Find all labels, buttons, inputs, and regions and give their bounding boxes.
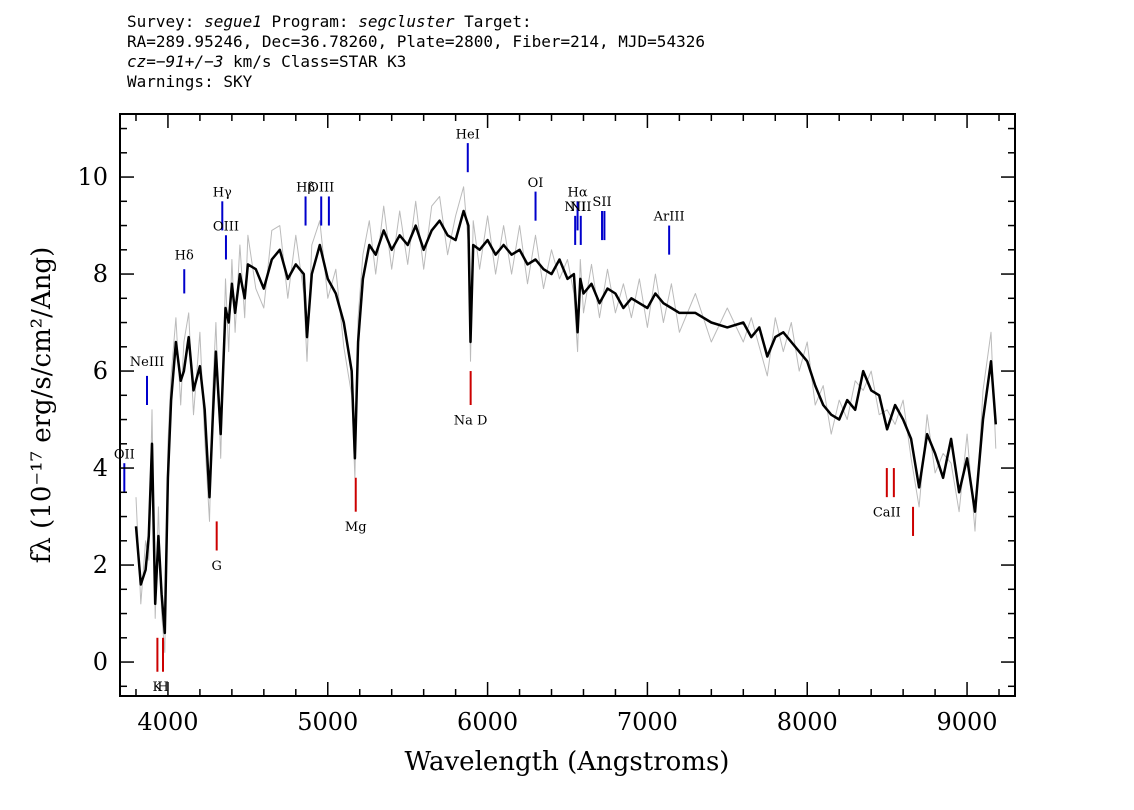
y-tick-label: 8 — [93, 260, 108, 288]
spectral-line-label: Hδ — [175, 249, 194, 264]
spectral-line-label: ArIII — [653, 210, 685, 225]
program-label: Program: — [261, 12, 359, 31]
cz-rest: km/s Class=STAR K3 — [223, 52, 407, 71]
header-line-warnings: Warnings: SKY — [127, 72, 253, 91]
x-tick-label: 6000 — [457, 708, 518, 736]
target-label: Target: — [454, 12, 532, 31]
x-tick-label: 9000 — [937, 708, 998, 736]
spectral-line-label: K — [153, 680, 163, 695]
plot-frame — [119, 113, 1016, 697]
x-axis-title: Wavelength (Angstroms) — [405, 747, 730, 777]
y-tick-label: 6 — [93, 357, 108, 385]
program-value: segcluster — [358, 12, 455, 31]
spectral-line-label: NeIII — [130, 355, 164, 370]
spectral-line-label: Hα — [568, 185, 588, 200]
spectral-line-label: G — [211, 559, 221, 574]
x-tick-label: 8000 — [777, 708, 838, 736]
cz-value: −91+/−3 — [155, 52, 224, 71]
spectral-line-label: SII — [592, 195, 611, 210]
spectral-line-label: OI — [528, 176, 544, 191]
x-tick-label: 5000 — [297, 708, 358, 736]
header-line-survey: Survey: segue1 Program: segcluster Targe… — [127, 12, 705, 32]
header-line-coordinates: RA=289.95246, Dec=36.78260, Plate=2800, … — [127, 32, 705, 51]
y-tick-label: 2 — [93, 551, 108, 579]
header-line-redshift: cz=−91+/−3 km/s Class=STAR K3 — [127, 52, 705, 72]
error-series — [135, 186, 997, 653]
spectral-line-label: OII — [114, 447, 135, 462]
x-tick-label: 7000 — [617, 708, 678, 736]
spectral-line-label: Hβ — [296, 181, 315, 196]
spectral-line-label: Na D — [454, 413, 488, 428]
flux-line — [134, 209, 998, 635]
survey-label: Survey: — [127, 12, 205, 31]
x-tick-label: 4000 — [137, 708, 198, 736]
spectral-line-label: NII — [564, 200, 586, 215]
spectral-line-label: H — [157, 680, 168, 695]
cz-label: cz= — [127, 52, 156, 71]
spectral-line-label: Mg — [345, 520, 367, 535]
survey-value: segue1 — [204, 12, 262, 31]
y-tick-label: 4 — [93, 454, 108, 482]
spectral-line-label: HeI — [456, 127, 480, 142]
spectral-line-label: OIII — [213, 219, 239, 234]
y-tick-label: 10 — [77, 163, 108, 191]
spectrum-header: Survey: segue1 Program: segcluster Targe… — [127, 12, 705, 92]
spectral-line-label: OIII — [308, 181, 334, 196]
spectral-line-label: Hγ — [213, 185, 232, 200]
y-tick-label: 0 — [93, 648, 108, 676]
axis-ticks: 4000 5000 6000 7000 8000 9000 0 2 4 6 8 10 — [77, 114, 1015, 736]
y-axis-title: fλ (10⁻¹⁷ erg/s/cm²/Ang) — [27, 247, 57, 563]
spectral-line-label: NII — [570, 200, 592, 215]
spectral-line-label: CaII — [873, 506, 901, 521]
flux-series — [134, 209, 998, 635]
error-line — [135, 186, 997, 653]
